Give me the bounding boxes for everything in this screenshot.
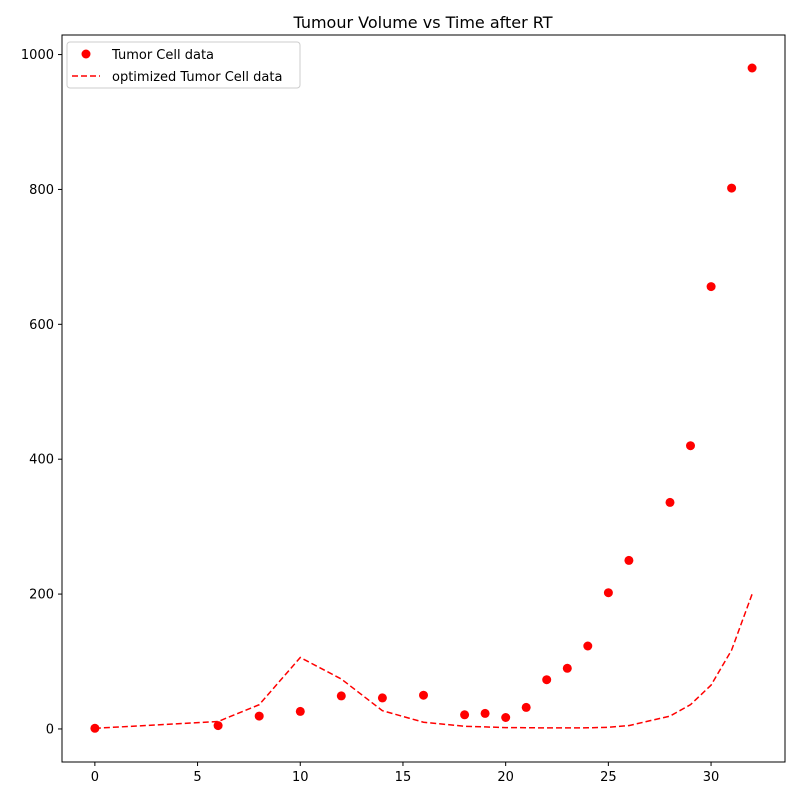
x-axis: 0 5 10 15 20 25 30 bbox=[91, 762, 720, 785]
plot-area bbox=[90, 63, 757, 733]
y-tick-label: 0 bbox=[46, 722, 54, 737]
data-point bbox=[460, 710, 470, 720]
legend-marker-tumor-cell-data bbox=[81, 49, 91, 59]
legend: Tumor Cell data optimized Tumor Cell dat… bbox=[66, 41, 301, 89]
y-tick-label: 800 bbox=[29, 183, 54, 198]
data-point bbox=[686, 441, 695, 451]
data-point bbox=[295, 706, 305, 716]
x-tick-label: 25 bbox=[600, 770, 617, 785]
x-tick-label: 20 bbox=[497, 770, 514, 785]
y-tick-label: 600 bbox=[29, 318, 54, 333]
chart-title: Tumour Volume vs Time after RT bbox=[292, 13, 552, 32]
y-tick-label: 200 bbox=[29, 588, 54, 603]
y-tick-label: 400 bbox=[29, 453, 54, 468]
data-point bbox=[501, 713, 511, 722]
data-point bbox=[747, 63, 757, 73]
series-line-optimized-tumor-cell-data bbox=[94, 593, 753, 730]
data-point bbox=[419, 690, 428, 700]
data-point bbox=[336, 691, 346, 701]
data-point bbox=[603, 588, 613, 598]
x-tick-label: 15 bbox=[395, 770, 412, 785]
data-point bbox=[665, 497, 675, 507]
data-point bbox=[706, 282, 716, 292]
data-point bbox=[727, 183, 737, 193]
x-tick-label: 30 bbox=[703, 770, 720, 785]
data-point bbox=[624, 555, 634, 565]
data-point bbox=[213, 721, 223, 731]
data-point bbox=[562, 663, 572, 673]
x-tick-label: 5 bbox=[193, 770, 201, 785]
x-tick-label: 0 bbox=[91, 770, 99, 785]
data-point bbox=[521, 702, 531, 712]
axes-frame bbox=[61, 34, 786, 763]
data-point bbox=[254, 711, 264, 721]
data-point bbox=[480, 708, 490, 718]
y-axis: 0 200 400 600 800 1000 bbox=[21, 48, 62, 737]
data-point bbox=[583, 641, 593, 651]
data-point bbox=[377, 693, 387, 703]
data-point bbox=[90, 723, 100, 733]
x-tick-label: 10 bbox=[292, 770, 309, 785]
data-point bbox=[542, 675, 552, 685]
legend-box bbox=[66, 41, 301, 89]
legend-label-optimized-tumor-cell-data: optimized Tumor Cell data bbox=[112, 70, 282, 85]
y-tick-label: 1000 bbox=[21, 48, 54, 63]
legend-label-tumor-cell-data: Tumor Cell data bbox=[111, 48, 214, 63]
